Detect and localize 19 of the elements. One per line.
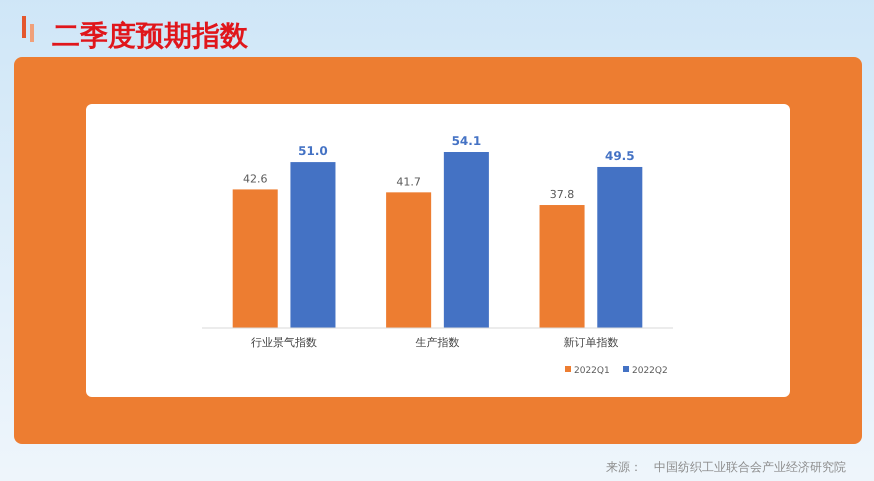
data-label: 54.1 — [452, 134, 482, 148]
data-label: 41.7 — [396, 175, 421, 188]
legend-label: 2022Q2 — [632, 366, 668, 376]
bar — [290, 162, 336, 328]
bar — [444, 152, 489, 328]
data-label: 37.8 — [550, 188, 574, 202]
x-tick-label: 生产指数 — [416, 336, 460, 349]
x-tick-label: 行业景气指数 — [251, 336, 318, 349]
bar — [540, 205, 585, 328]
bar — [386, 192, 432, 328]
data-label: 42.6 — [242, 172, 268, 186]
source-note: 来源： 中国纺织工业联合会产业经济研究院 — [606, 460, 846, 474]
bar — [232, 189, 278, 328]
legend-label: 2022Q1 — [574, 366, 610, 376]
data-label: 49.5 — [604, 148, 635, 163]
chart-title: 二季度预期指数 — [52, 19, 249, 52]
bar — [597, 166, 642, 328]
x-tick-label: 新订单指数 — [563, 336, 618, 349]
data-label: 51.0 — [298, 144, 328, 158]
